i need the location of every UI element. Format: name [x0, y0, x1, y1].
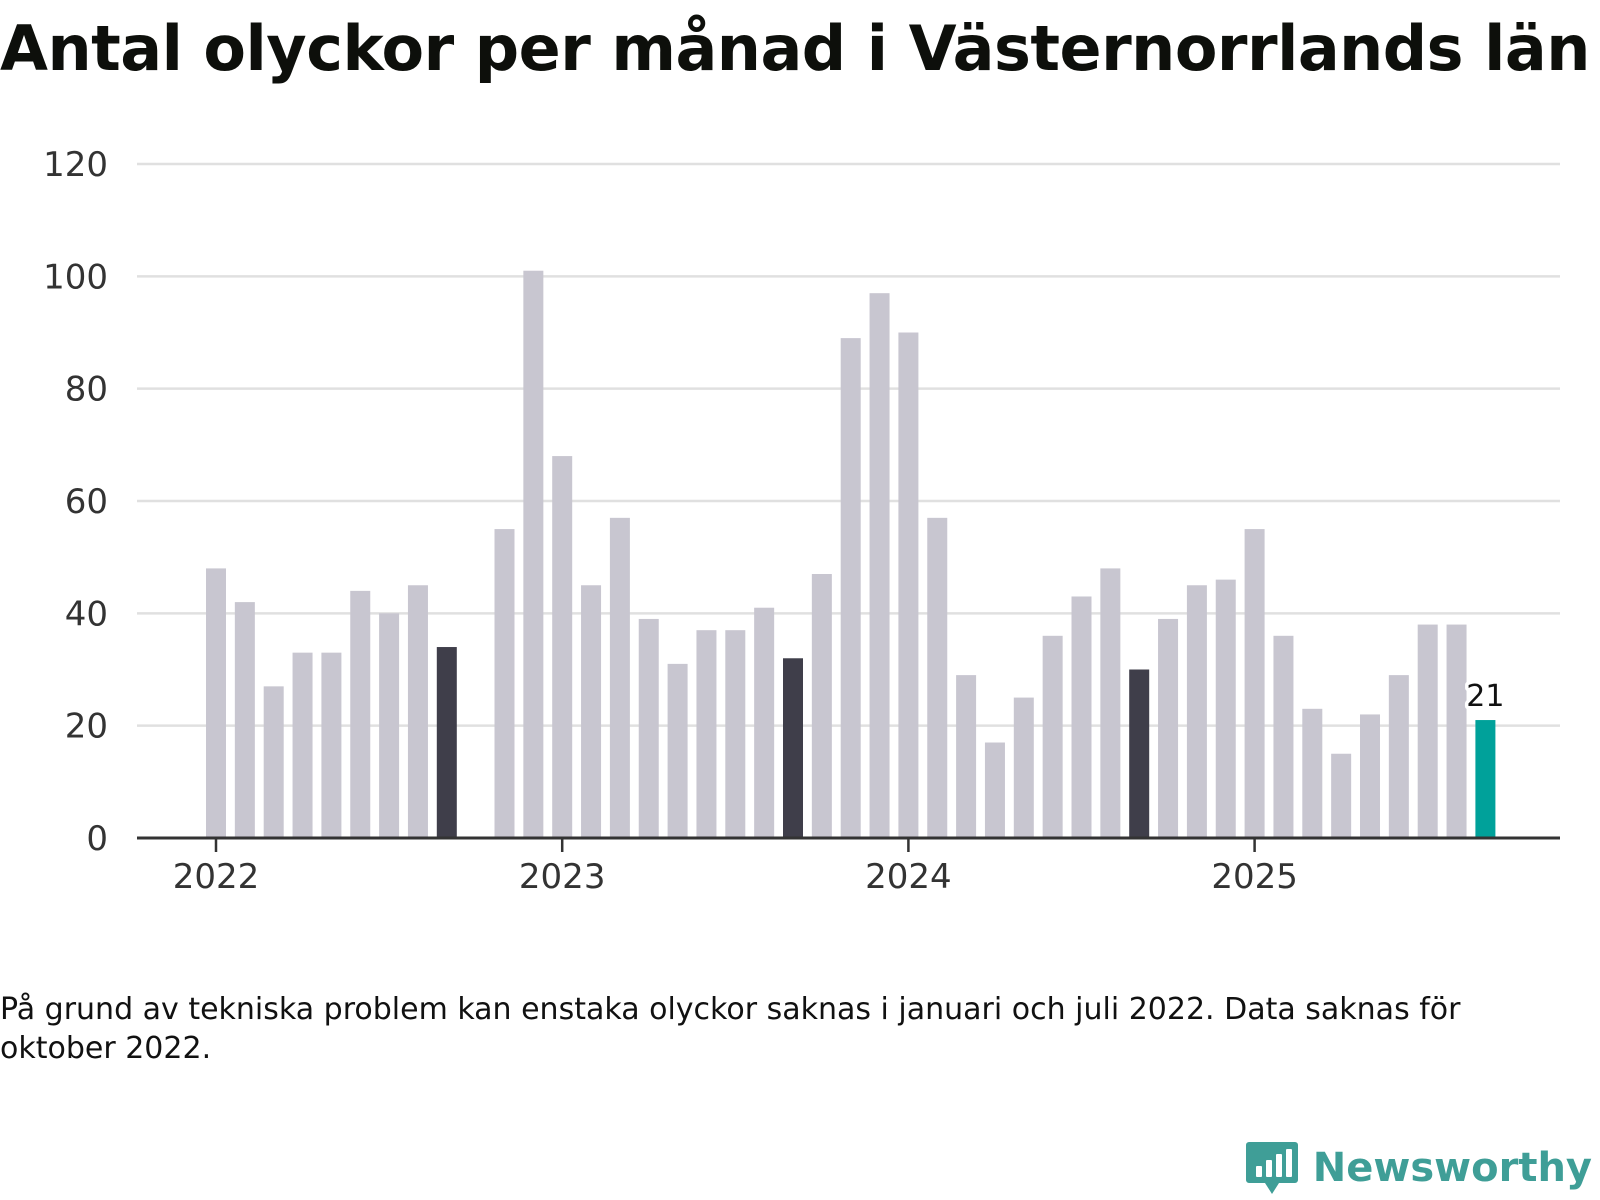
bar — [898, 332, 919, 838]
bar — [1071, 596, 1092, 838]
bar — [609, 517, 630, 838]
bar — [667, 663, 688, 838]
bar — [696, 630, 717, 838]
bar — [984, 742, 1005, 838]
y-tick-label: 20 — [65, 707, 108, 747]
bar — [1158, 618, 1179, 838]
bar — [379, 613, 400, 838]
bar — [350, 590, 371, 838]
y-axis-ticks: 0 20 40 60 80 100 120 — [43, 145, 108, 859]
bar — [927, 517, 948, 838]
bar — [523, 270, 544, 838]
bar — [1013, 697, 1034, 838]
y-tick-label: 60 — [65, 482, 108, 522]
bar — [1129, 669, 1150, 838]
bar — [1331, 753, 1352, 838]
bar — [494, 529, 515, 838]
y-tick-label: 40 — [65, 594, 108, 634]
bar — [1186, 585, 1207, 838]
y-tick-label: 80 — [65, 370, 108, 410]
bar — [1475, 720, 1496, 838]
bar — [1417, 624, 1438, 838]
bar — [292, 652, 313, 838]
bar-chart: 0 20 40 60 80 100 120 2022 2023 2024 2025 21 — [43, 145, 1560, 897]
bar — [1100, 568, 1121, 838]
bar — [1042, 635, 1063, 838]
y-tick-label: 100 — [43, 257, 108, 297]
bar — [321, 652, 342, 838]
bar — [754, 607, 775, 838]
bar — [581, 585, 602, 838]
bar — [725, 630, 746, 838]
bar — [638, 618, 659, 838]
bar — [1446, 624, 1467, 838]
data-label-latest: 21 — [1466, 679, 1504, 714]
bar — [1244, 529, 1265, 838]
bar — [869, 293, 890, 838]
bars — [206, 270, 1496, 838]
bar — [1215, 579, 1236, 838]
bar — [1273, 635, 1294, 838]
chart-title: Antal olyckor per månad i Västernorrland… — [0, 12, 1590, 85]
bar — [783, 658, 803, 838]
bar — [1360, 714, 1380, 838]
x-tick-label: 2024 — [865, 857, 952, 897]
y-tick-label: 120 — [43, 145, 108, 185]
bar — [552, 456, 573, 838]
newsworthy-logo-icon — [1245, 1142, 1298, 1194]
x-tick-label: 2025 — [1211, 857, 1298, 897]
footnote: På grund av tekniska problem kan enstaka… — [0, 992, 1461, 1066]
bar — [956, 675, 977, 838]
bar — [1302, 708, 1323, 838]
bar — [1388, 675, 1409, 838]
bar — [263, 686, 284, 838]
x-axis-ticks: 2022 2023 2024 2025 — [173, 838, 1298, 897]
bar — [840, 338, 861, 838]
y-tick-label: 0 — [86, 819, 108, 859]
x-tick-label: 2023 — [519, 857, 606, 897]
bar — [234, 602, 255, 838]
bar — [811, 574, 832, 838]
x-tick-label: 2022 — [173, 857, 260, 897]
brand-logo[interactable]: Newsworthy — [1245, 1140, 1592, 1196]
data-labels: 21 — [1463, 676, 1508, 718]
bar — [436, 647, 457, 838]
brand-name: Newsworthy — [1312, 1145, 1592, 1191]
bar — [407, 585, 428, 838]
bar — [206, 568, 226, 838]
